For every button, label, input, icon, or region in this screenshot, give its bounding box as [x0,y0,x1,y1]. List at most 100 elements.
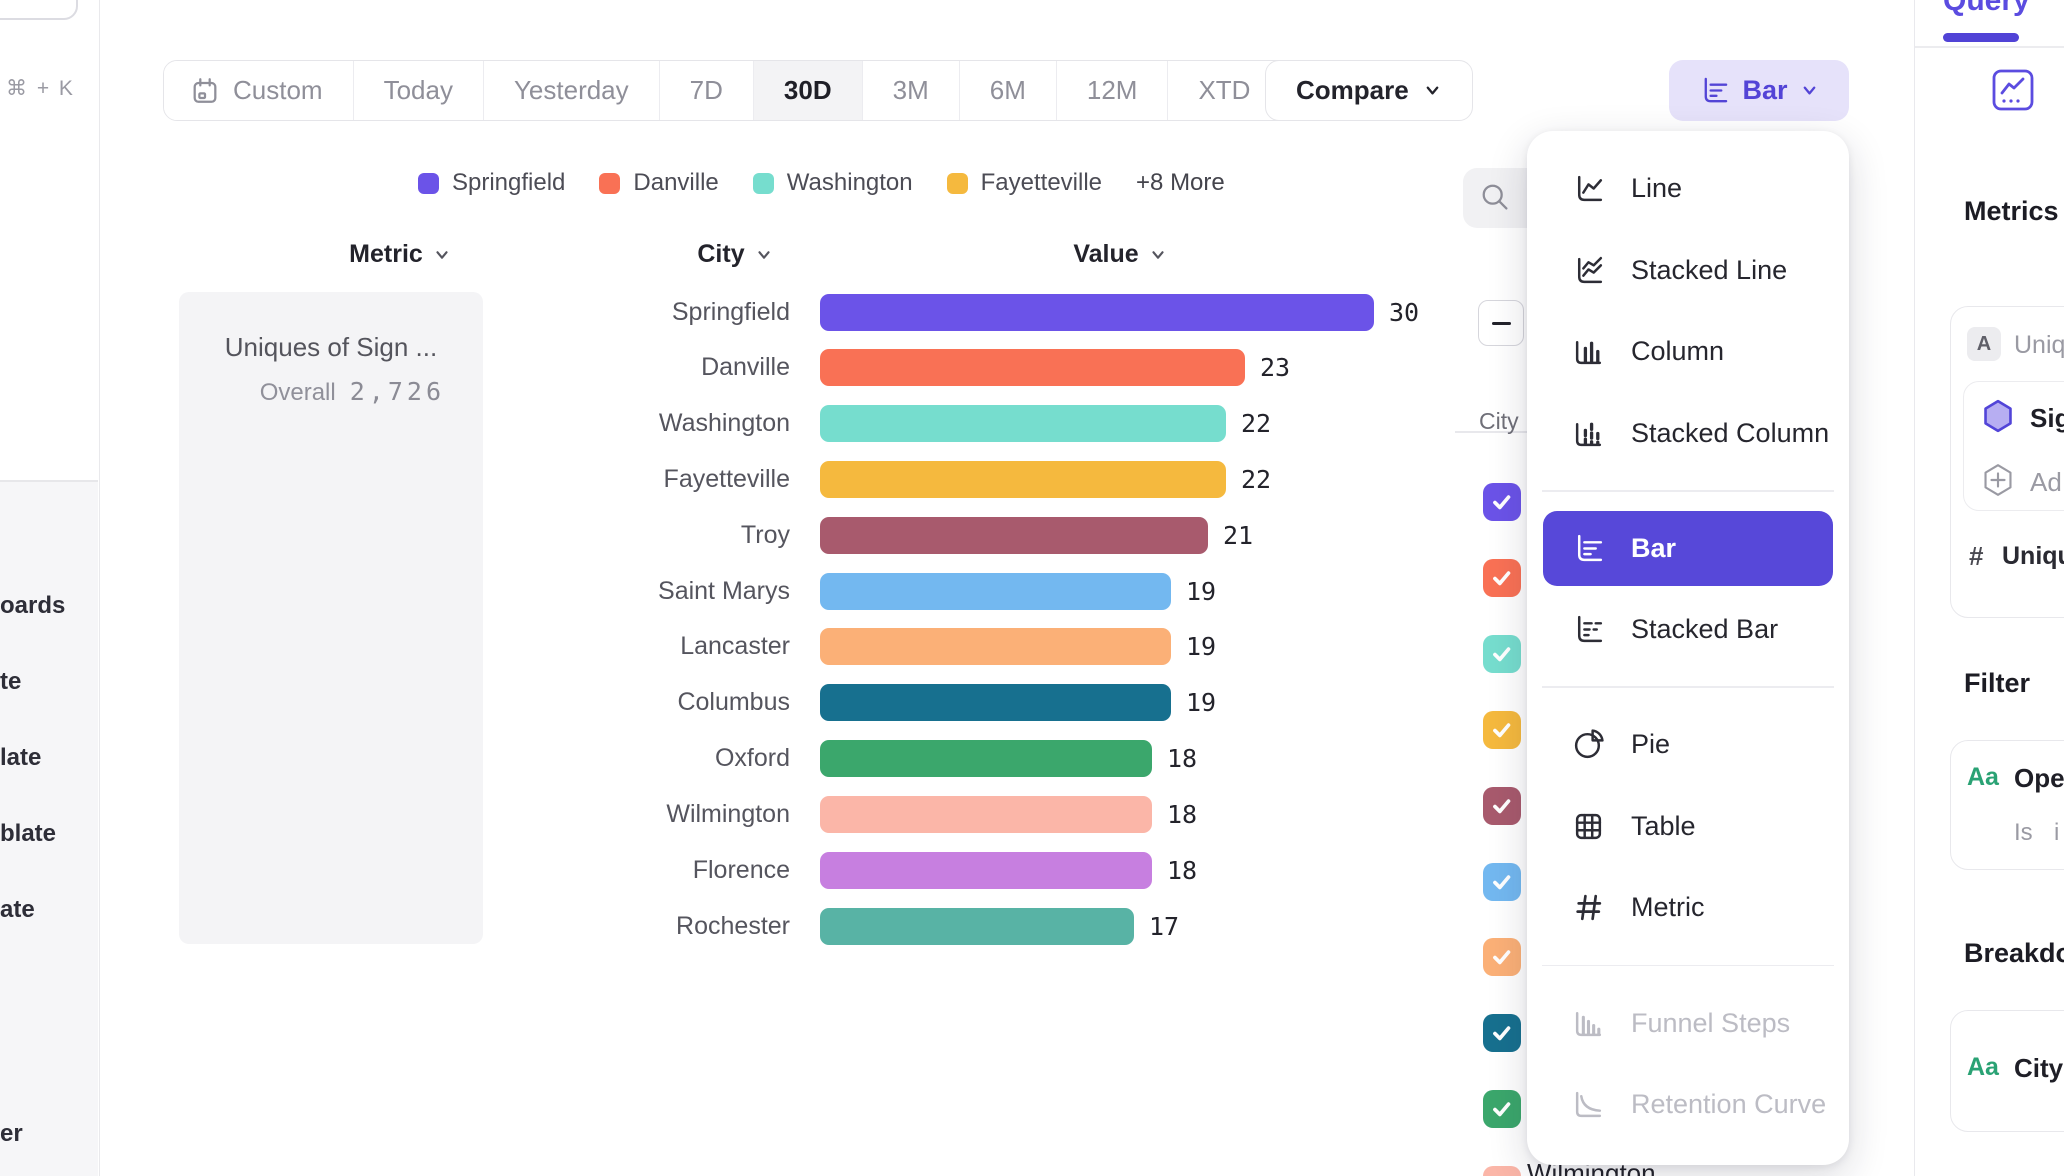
date-range-custom[interactable]: Custom [164,61,353,120]
bar-value: 23 [1260,353,1291,383]
city-checkbox[interactable] [1483,558,1521,597]
city-checkbox[interactable] [1483,710,1521,749]
city-checkbox[interactable] [1483,1014,1521,1053]
menu-item-label: Stacked Column [1631,418,1830,449]
sidebar-item[interactable]: late [0,744,42,771]
bar[interactable] [820,795,1152,833]
legend-swatch [946,172,968,194]
collapse-button[interactable] [1478,300,1524,346]
menu-divider [1542,964,1834,967]
legend-item[interactable]: Springfield [418,169,565,197]
chart-preview-icon[interactable] [1989,66,2037,114]
menu-item-label: Table [1631,810,1696,841]
legend-swatch [752,172,774,194]
overall-value: 2,726 [349,377,445,406]
menu-item-label: Stacked Bar [1631,614,1779,645]
menu-item-label: Stacked Line [1631,254,1788,285]
city-checkbox[interactable] [1483,786,1521,825]
menu-item-stacked-bar[interactable]: Stacked Bar [1527,589,1849,671]
date-range-6m[interactable]: 6M [958,61,1056,120]
city-header-label: City [697,240,745,268]
bar[interactable] [820,628,1171,666]
stackedbar-chart-icon [1571,613,1605,646]
legend-label: Danville [633,169,719,196]
metrics-card[interactable]: A Uniq Sig Ad # Uniqu [1950,306,2064,618]
stackedline-chart-icon [1571,254,1605,287]
menu-item-label: Metric [1631,892,1705,923]
date-range-3m[interactable]: 3M [861,61,959,120]
column-header-value[interactable]: Value [1030,240,1210,269]
menu-item-stacked-column[interactable]: Stacked Column [1527,393,1849,475]
compare-label: Compare [1296,75,1409,105]
bar[interactable] [820,684,1171,722]
bar[interactable] [820,516,1208,554]
legend-item[interactable]: Washington [752,169,913,197]
menu-item-stacked-line[interactable]: Stacked Line [1527,230,1849,312]
bar[interactable] [820,851,1152,889]
bar[interactable] [820,907,1134,945]
event-card[interactable]: Sig Ad [1963,381,2064,511]
column-chart-icon [1571,335,1605,368]
chevron-down-icon [1800,81,1819,100]
sidebar-item[interactable]: ate [0,896,35,923]
city-checkbox[interactable] [1483,1090,1521,1129]
date-range-label: 6M [989,75,1026,105]
legend-item[interactable]: Danville [599,169,719,197]
bar[interactable] [820,349,1245,387]
menu-item-metric[interactable]: Metric [1527,867,1849,949]
bar[interactable] [820,293,1374,331]
date-range-30d[interactable]: 30D [752,61,862,120]
column-header-metric[interactable]: Metric [290,240,510,269]
column-header-city[interactable]: City [640,240,830,269]
hash-icon: # [1969,541,1984,571]
date-range-label: 7D [689,75,723,105]
chart-type-button[interactable]: Bar [1669,60,1849,121]
menu-item-retention-curve: Retention Curve [1527,1064,1849,1146]
city-checkbox[interactable] [1483,862,1521,901]
chart-row: Saint Marys 19 [0,572,1460,610]
date-range-12m[interactable]: 12M [1055,61,1168,120]
compare-button[interactable]: Compare [1265,60,1473,121]
breakdown-card[interactable]: Aa City [1950,1010,2064,1132]
filter-operator: Is [2014,819,2033,846]
city-checkbox[interactable] [1483,634,1521,673]
date-range-yesterday[interactable]: Yesterday [482,61,659,120]
filter-card[interactable]: Aa Ope Is i [1950,740,2064,870]
metric-card[interactable]: Uniques of Sign ... Overall 2,726 [179,292,483,944]
city-checkbox[interactable] [1483,1166,1521,1176]
menu-item-label: Line [1631,173,1683,204]
city-checkbox[interactable] [1483,938,1521,977]
event-name: Sig [2030,403,2064,433]
bar-label: Oxford [714,744,790,773]
city-checkbox[interactable] [1483,483,1521,521]
menu-item-bar[interactable]: Bar [1543,510,1833,586]
menu-item-table[interactable]: Table [1527,786,1849,868]
tab-query[interactable]: Query [1943,0,2030,17]
funnel-chart-icon [1571,1007,1605,1040]
menu-item-pie[interactable]: Pie [1527,704,1849,786]
sidebar-item[interactable]: blate [0,820,57,847]
bar-label: Danville [701,353,790,382]
bar-value: 21 [1223,520,1254,550]
date-range-today[interactable]: Today [352,61,483,120]
menu-item-funnel-steps: Funnel Steps [1527,982,1849,1064]
chart-row: Springfield 30 [0,293,1460,331]
chart-row: Washington 22 [0,405,1460,443]
bar-label: Springfield [671,297,790,326]
sidebar-item[interactable]: te [0,668,22,695]
menu-item-column[interactable]: Column [1527,311,1849,393]
sidebar-item[interactable]: oards [0,592,66,619]
legend-item[interactable]: Fayetteville [946,169,1102,197]
legend-more[interactable]: +8 More [1136,169,1225,196]
bar[interactable] [820,572,1171,610]
menu-item-line[interactable]: Line [1527,148,1849,230]
sidebar-item[interactable]: er [0,1120,23,1147]
chart-row: Lancaster 19 [0,628,1460,666]
sidebar-search-box[interactable] [0,0,78,20]
menu-item-label: Pie [1631,729,1671,760]
bar[interactable] [820,405,1226,443]
bar[interactable] [820,460,1226,498]
bar[interactable] [820,740,1152,778]
date-range-7d[interactable]: 7D [658,61,753,120]
